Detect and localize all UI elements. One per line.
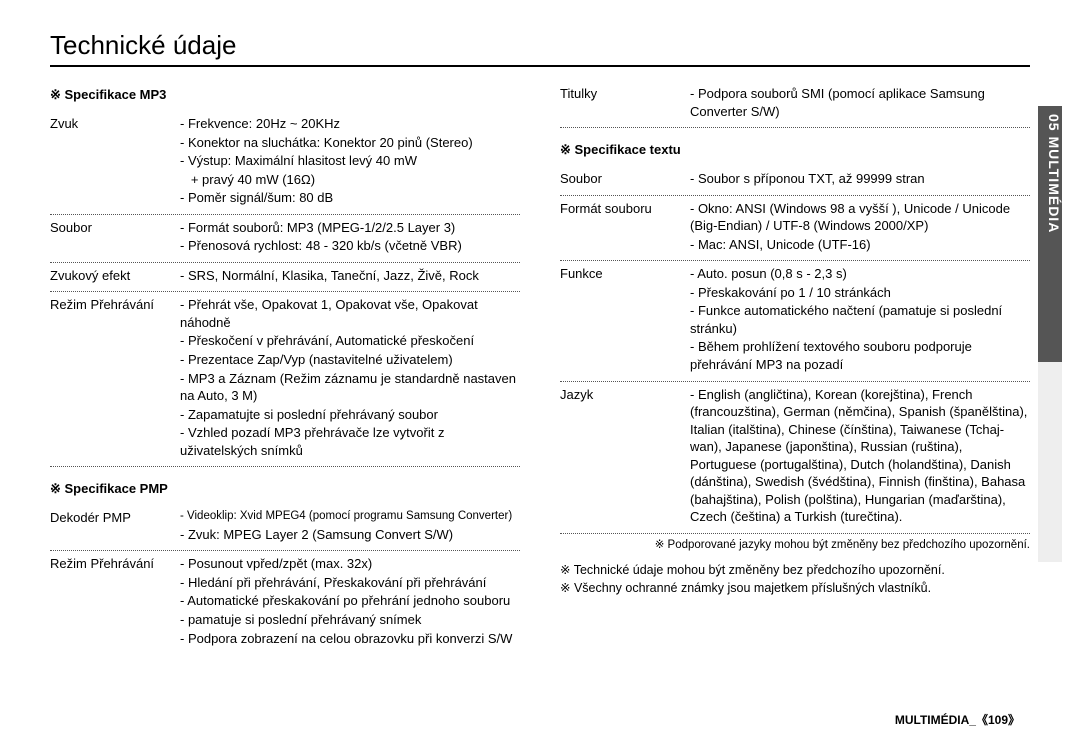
spec-row: Zvukový efekt- SRS, Normální, Klasika, T… [50, 263, 520, 293]
spec-label: Formát souboru [560, 200, 690, 255]
spec-row: Zvuk- Frekvence: 20Hz ~ 20KHz- Konektor … [50, 111, 520, 215]
footnotes: ※ Technické údaje mohou být změněny bez … [560, 561, 1030, 597]
page-footer: MULTIMÉDIA_《109》 [895, 711, 1020, 728]
spec-value: - English (angličtina), Korean (korejšti… [690, 386, 1030, 527]
spec-label: Funkce [560, 265, 690, 374]
spec-value: - Videoklip: Xvid MPEG4 (pomocí programu… [180, 509, 520, 544]
section-tab-bg [1038, 362, 1062, 562]
page-title: Technické údaje [50, 30, 1030, 67]
spec-value: - Podpora souborů SMI (pomocí aplikace S… [690, 85, 1030, 121]
spec-label: Soubor [50, 219, 180, 256]
spec-row: Titulky- Podpora souborů SMI (pomocí apl… [560, 81, 1030, 128]
lang-change-note: ※ Podporované jazyky mohou být změněny b… [560, 537, 1030, 551]
spec-row: Soubor- Soubor s příponou TXT, až 99999 … [560, 166, 1030, 196]
spec-value: - Frekvence: 20Hz ~ 20KHz- Konektor na s… [180, 115, 520, 208]
spec-row: Dekodér PMP- Videoklip: Xvid MPEG4 (pomo… [50, 505, 520, 551]
spec-row: Soubor- Formát souborů: MP3 (MPEG-1/2/2.… [50, 215, 520, 263]
spec-row: Režim Přehrávání- Přehrát vše, Opakovat … [50, 292, 520, 467]
section-tab: 05 MULTIMÉDIA [1038, 106, 1062, 362]
spec-label: Zvukový efekt [50, 267, 180, 286]
spec-value: - Přehrát vše, Opakovat 1, Opakovat vše,… [180, 296, 520, 460]
spec-label: Zvuk [50, 115, 180, 208]
spec-value: - SRS, Normální, Klasika, Taneční, Jazz,… [180, 267, 520, 286]
spec-row: Funkce- Auto. posun (0,8 s - 2,3 s)- Pře… [560, 261, 1030, 381]
spec-row: Režim Přehrávání- Posunout vpřed/zpět (m… [50, 551, 520, 654]
spec-label: Režim Přehrávání [50, 555, 180, 648]
spec-row: Jazyk- English (angličtina), Korean (kor… [560, 382, 1030, 534]
spec-value: - Posunout vpřed/zpět (max. 32x)- Hledán… [180, 555, 520, 648]
left-column: ※ Specifikace MP3 Zvuk- Frekvence: 20Hz ~… [50, 81, 520, 654]
section-head: ※ Specifikace PMP [50, 481, 520, 497]
section-head: ※ Specifikace MP3 [50, 87, 520, 103]
spec-value: - Soubor s příponou TXT, až 99999 stran [690, 170, 1030, 189]
spec-label: Dekodér PMP [50, 509, 180, 544]
spec-value: - Okno: ANSI (Windows 98 a vyšší ), Unic… [690, 200, 1030, 255]
content-columns: ※ Specifikace MP3 Zvuk- Frekvence: 20Hz ~… [50, 81, 1030, 654]
section-head: ※ Specifikace textu [560, 142, 1030, 158]
spec-label: Jazyk [560, 386, 690, 527]
spec-label: Režim Přehrávání [50, 296, 180, 460]
spec-label: Soubor [560, 170, 690, 189]
spec-label: Titulky [560, 85, 690, 121]
right-column: Titulky- Podpora souborů SMI (pomocí apl… [560, 81, 1030, 654]
spec-value: - Auto. posun (0,8 s - 2,3 s)- Přeskakov… [690, 265, 1030, 374]
spec-value: - Formát souborů: MP3 (MPEG-1/2/2.5 Laye… [180, 219, 520, 256]
spec-row: Formát souboru- Okno: ANSI (Windows 98 a… [560, 196, 1030, 262]
